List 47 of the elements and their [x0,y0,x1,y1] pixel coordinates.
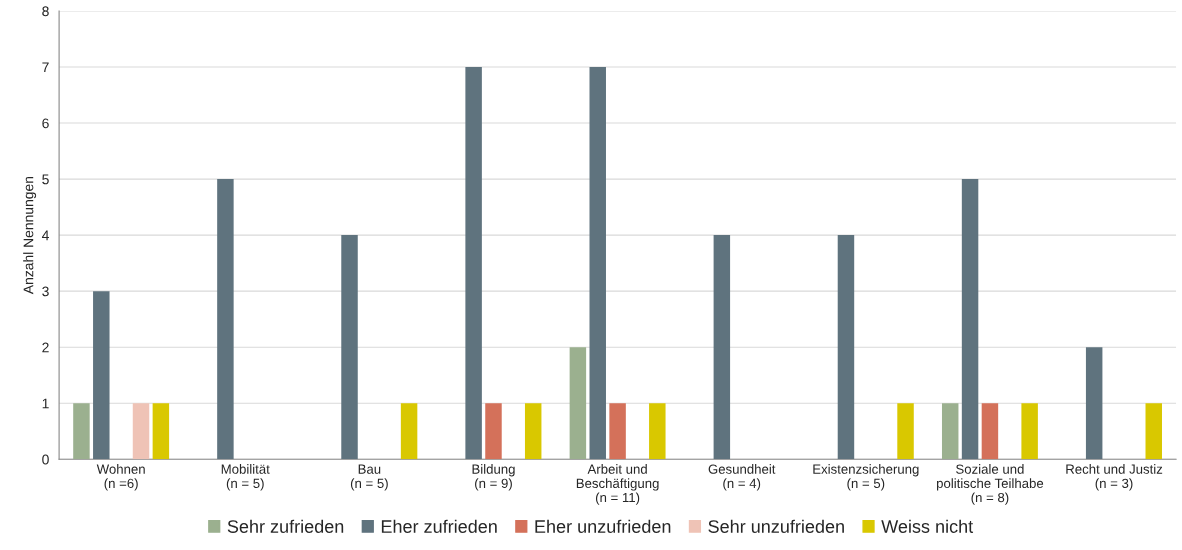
bar [400,403,418,460]
bar [524,403,542,460]
legend-label: Sehr zufrieden [227,519,344,533]
y-tick-label: 7 [42,62,49,73]
bar [1085,347,1103,460]
bar [649,403,666,460]
legend-label: Weiss nicht [881,519,974,533]
bar [713,235,731,460]
y-tick-label: 4 [41,230,49,241]
legend-label: Sehr unzufrieden [708,519,844,533]
x-tick-label: Bildung (n = 9) [472,464,515,491]
bar [589,67,606,460]
bar [341,235,358,460]
y-tick-label: 5 [42,174,49,185]
y-tick-label: 6 [42,118,49,129]
x-tick-label: Recht und Justiz (n = 3) [1066,464,1163,491]
y-tick-label: 2 [42,342,49,353]
bar [609,403,626,460]
y-tick-label: 3 [42,286,49,297]
bar [152,403,170,460]
bar [897,403,914,460]
x-tick-label: Gesundheit (n = 4) [708,464,776,491]
x-tick-label: Soziale und politische Teilhabe (n = 8) [936,464,1044,505]
x-tick-label: Existenzsicherung (n = 5) [813,464,919,491]
bar [837,235,855,460]
bar [73,403,90,460]
bar [132,403,150,460]
y-tick-label: 8 [42,6,49,17]
bar [941,403,959,460]
bar [961,179,979,460]
bar [465,67,482,460]
bar [981,403,999,460]
bar [93,291,110,460]
y-axis-title: Anzahl Nennungen [23,176,37,295]
legend-label: Eher unzufrieden [535,519,671,533]
bar [217,179,234,460]
x-tick-label: Arbeit und Beschäftigung (n = 11) [576,464,659,505]
bar [485,403,502,460]
bar [569,347,587,460]
bar [1021,403,1038,460]
y-tick-label: 0 [42,454,49,465]
bar [1145,403,1162,460]
x-tick-label: Wohnen (n =6) [96,464,145,491]
y-tick-label: 1 [42,398,49,409]
x-tick-label: Bau (n = 5) [350,464,388,491]
legend-label: Eher zufrieden [381,519,497,533]
x-tick-label: Mobilität (n = 5) [221,464,270,491]
